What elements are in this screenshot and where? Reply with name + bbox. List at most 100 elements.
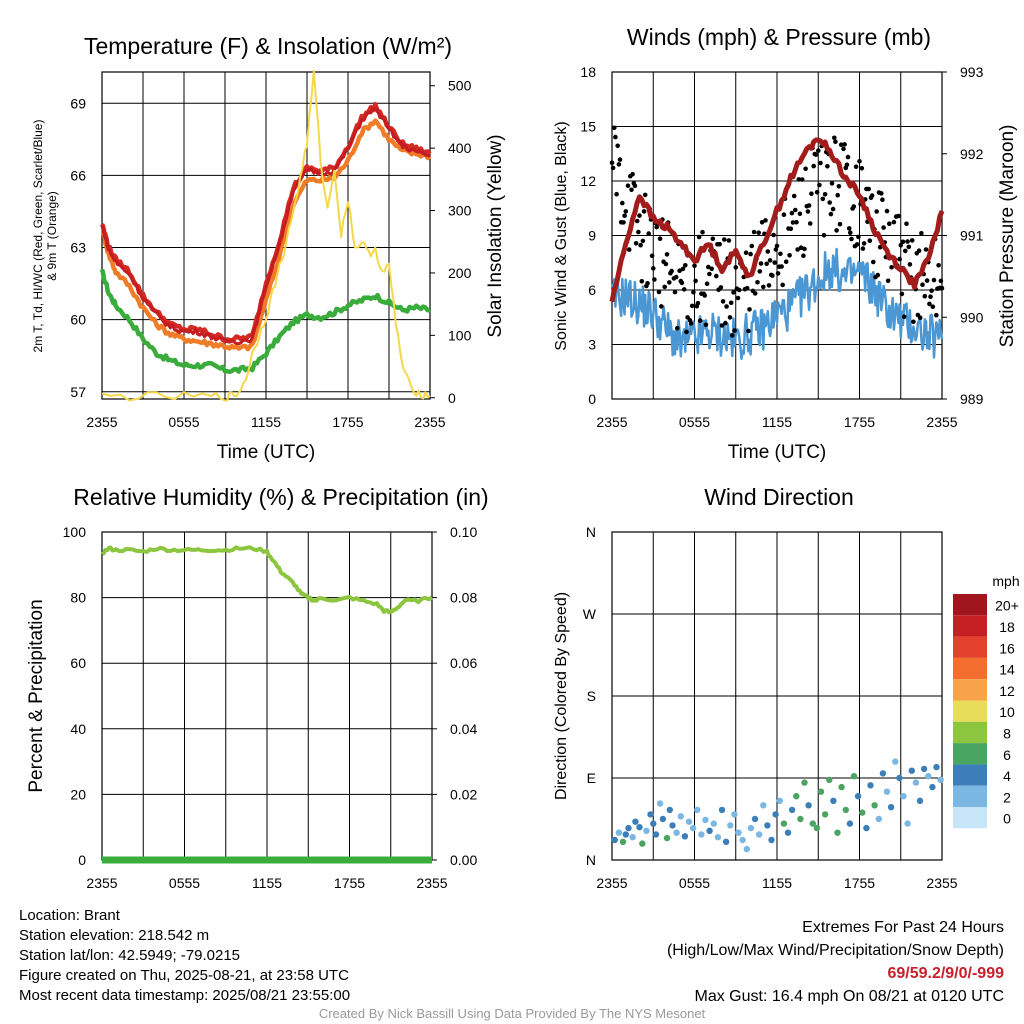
temp-ylabel-left: 2m T, Td, HI/WC (Red, Green, Scarlet/Blu… (31, 120, 45, 353)
winds-gust-point (731, 290, 736, 295)
winds-gust-point (916, 248, 922, 253)
wdir-xtick: 1755 (844, 875, 875, 891)
temp-xtick: 1155 (251, 414, 281, 430)
winds-gust-point (692, 263, 697, 269)
winds-gust-point (781, 212, 787, 217)
winds-gust-point (767, 258, 773, 263)
winds-gust-point (794, 219, 799, 225)
winds-xtick: 2355 (926, 414, 957, 430)
colorbar-label: 8 (1003, 725, 1011, 741)
winds-gust-point (923, 247, 929, 252)
winds-gust-point (707, 271, 712, 277)
winds-gust-point (884, 208, 890, 214)
winds-gust-point (881, 225, 886, 230)
wdir-point (788, 806, 796, 814)
winds-gust-point (633, 241, 639, 246)
colorbar-swatch (953, 679, 987, 701)
winds-xtick: 0555 (679, 414, 710, 430)
winds-gust-point (842, 142, 847, 147)
rh-xtick: 1755 (334, 875, 365, 891)
winds-frame (611, 71, 943, 400)
winds-gust-point (669, 268, 674, 274)
extremes-title: Extremes For Past 24 Hours (802, 919, 1004, 936)
latlon-text: Station lat/lon: 42.5949; -79.0215 (19, 947, 241, 964)
winds-gust-point (869, 193, 875, 198)
winds-gust-point (860, 246, 866, 251)
colorbar-swatch (953, 657, 987, 680)
winds-gust-point (641, 209, 647, 214)
winds-gust-point (636, 229, 641, 235)
winds-gust-point (677, 268, 682, 274)
winds-gust-point (874, 209, 879, 214)
winds-ylabel-right: Station Pressure (Maroon) (997, 125, 1018, 348)
winds-gust-point (796, 177, 802, 182)
winds-gust-point (664, 252, 670, 257)
wdir-point (896, 774, 903, 782)
winds-gust-point (899, 291, 905, 297)
winds-gust-point (772, 260, 777, 265)
wdir-point (702, 816, 709, 824)
winds-gust-point (880, 197, 885, 202)
wdir-point (706, 827, 713, 834)
winds-gust-point (645, 281, 650, 286)
wdir-point (625, 824, 632, 832)
wdir-point (685, 818, 693, 825)
winds-gust-point (838, 142, 844, 147)
winds-gust-point (672, 289, 678, 295)
wdir-point (859, 809, 866, 816)
winds-gust-point (827, 200, 832, 205)
wdir-point (830, 797, 837, 804)
winds-gust-point (735, 295, 741, 301)
winds-gust-point (609, 160, 615, 165)
winds-gust-point (775, 271, 781, 276)
winds-gust-point (747, 307, 752, 312)
rh-title: Relative Humidity (%) & Precipitation (i… (73, 484, 488, 510)
winds-gust-point (887, 221, 892, 226)
extremes-values: 69/59.2/9/0/-999 (887, 965, 1004, 982)
winds-gust-point (733, 265, 739, 270)
winds-gust-point (693, 278, 698, 284)
wdir-frame (611, 531, 943, 861)
winds-gust-point (621, 220, 626, 225)
winds-gust-point (817, 182, 822, 188)
wdir-point (760, 802, 767, 809)
temp-ylabel-right: Solar Insolation (Yellow) (485, 134, 506, 337)
temp-ytick-left: 60 (70, 312, 86, 328)
wdir-point (755, 831, 763, 838)
winds-gust-point (928, 294, 933, 300)
wdir-point (821, 811, 829, 818)
wdir-xtick: 2355 (926, 875, 957, 891)
winds-gust-point (702, 293, 708, 298)
colorbar-label: 10 (999, 704, 1015, 720)
winds-gust-point (667, 280, 672, 285)
wdir-point (925, 773, 932, 780)
winds-gust-point (723, 320, 728, 326)
winds-gust-point (764, 261, 769, 267)
winds-gust-point (866, 186, 871, 192)
colorbar-label: 2 (1003, 789, 1011, 805)
wdir-point (647, 811, 654, 818)
winds-gust-point (821, 233, 827, 238)
winds-gust-point (851, 204, 857, 209)
winds-gust-point (791, 193, 797, 199)
winds-gust-point (879, 191, 884, 196)
colorbar-label: 14 (999, 662, 1015, 678)
winds-gust-point (845, 154, 851, 160)
wdir-point (916, 797, 924, 804)
winds-gust-point (726, 238, 732, 243)
temp-ytick-right: 200 (448, 265, 472, 281)
temp-xlabel: Time (UTC) (217, 442, 316, 463)
winds-gust-point (610, 165, 616, 171)
winds-gust-point (626, 247, 632, 252)
temp-ytick-right: 500 (448, 78, 472, 94)
wdir-point (743, 845, 750, 853)
wdir-point (908, 767, 915, 774)
colorbar-swatch (953, 785, 987, 807)
wdir-point (846, 820, 854, 827)
wdir-point (652, 831, 660, 838)
wdir-point (636, 824, 643, 831)
winds-gust-point (744, 285, 750, 291)
winds-gust-point (907, 262, 913, 267)
winds-gust-point (806, 203, 812, 208)
winds-gust-point (732, 328, 737, 333)
